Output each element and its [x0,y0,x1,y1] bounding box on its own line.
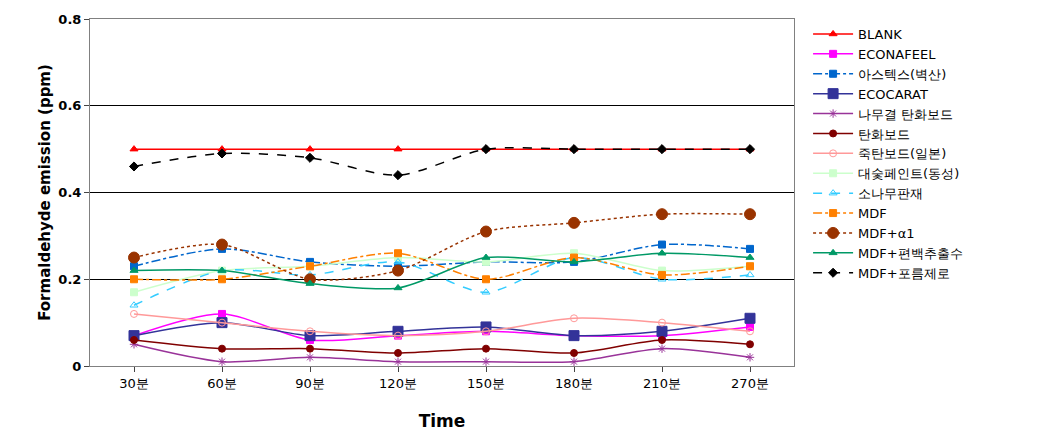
svg-text:120분: 120분 [379,376,417,391]
svg-text:210분: 210분 [643,376,681,391]
svg-text:MDF+α1: MDF+α1 [858,226,914,241]
svg-text:0.6: 0.6 [58,98,81,113]
svg-text:0.4: 0.4 [58,185,81,200]
svg-text:아스텍스(벽산): 아스텍스(벽산) [858,67,946,82]
svg-text:BLANK: BLANK [858,27,902,42]
svg-text:MDF+편백추출수: MDF+편백추출수 [858,246,963,261]
svg-text:270분: 270분 [731,376,769,391]
svg-text:0: 0 [72,359,81,374]
svg-text:탄화보드: 탄화보드 [858,127,910,142]
svg-text:ECONAFEEL: ECONAFEEL [858,47,936,62]
svg-text:대숯페인트(동성): 대숯페인트(동성) [858,166,959,181]
svg-text:60분: 60분 [207,376,237,391]
svg-text:Time: Time [419,411,466,431]
svg-text:MDF+포름제로: MDF+포름제로 [858,266,950,281]
svg-text:90분: 90분 [295,376,325,391]
svg-text:나무결 탄화보드: 나무결 탄화보드 [858,107,953,122]
svg-text:죽탄보드(일본): 죽탄보드(일본) [858,146,946,161]
svg-text:0.2: 0.2 [58,272,81,287]
svg-text:0.8: 0.8 [58,12,81,27]
svg-text:MDF: MDF [858,206,887,221]
svg-text:180분: 180분 [555,376,593,391]
svg-text:Formaldehyde emission (ppm): Formaldehyde emission (ppm) [36,64,54,321]
svg-text:ECOCARAT: ECOCARAT [858,87,928,102]
svg-text:소나무판재: 소나무판재 [858,186,923,201]
svg-text:150분: 150분 [467,376,505,391]
svg-text:30분: 30분 [119,376,149,391]
